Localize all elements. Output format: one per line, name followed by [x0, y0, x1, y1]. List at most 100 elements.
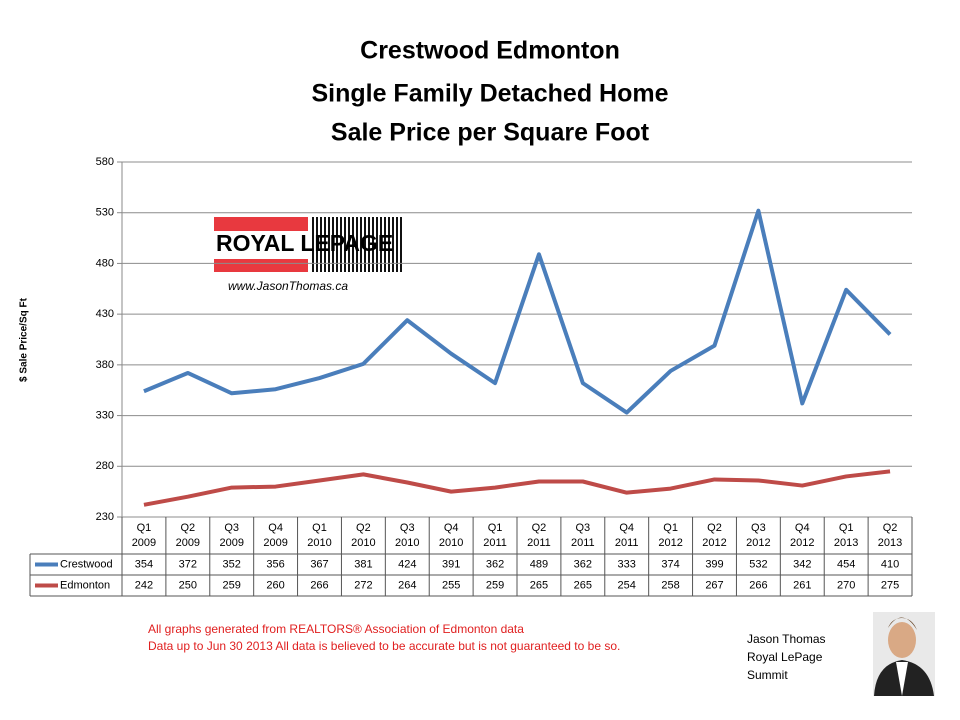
x-tick-label: Q4 2009	[263, 522, 288, 549]
logo-barcode	[312, 217, 402, 272]
logo-bar	[214, 259, 308, 272]
y-tick-label: 380	[96, 359, 114, 371]
table-value: 266	[310, 579, 328, 591]
x-tick-label: Q2 2011	[527, 522, 551, 549]
table-value: 250	[179, 579, 197, 591]
barcode-line	[316, 217, 318, 272]
table-value: 352	[223, 558, 241, 570]
series-line	[143, 208, 892, 415]
y-tick-label: 530	[96, 207, 114, 219]
table-value: 381	[354, 558, 372, 570]
barcode-line	[384, 217, 386, 272]
table-value: 270	[837, 579, 855, 591]
x-tick-label: Q1 2011	[483, 522, 507, 549]
barcode-line	[360, 217, 362, 272]
table-value: 255	[442, 579, 460, 591]
x-tick-label: Q4 2011	[614, 522, 639, 549]
legend-label: Crestwood	[60, 558, 113, 570]
table-value: 362	[574, 558, 592, 570]
x-tick-label: Q3 2012	[746, 522, 771, 549]
y-tick-label: 330	[96, 409, 114, 421]
x-tick-label: Q2 2009	[175, 522, 201, 549]
x-tick-label: Q1 2010	[307, 522, 332, 549]
barcode-line	[340, 217, 342, 272]
logo: ROYAL LEPAGE www.JasonThomas.ca	[214, 217, 402, 293]
x-tick-label: Q2 2010	[351, 522, 376, 549]
table-value: 266	[749, 579, 767, 591]
table-value: 261	[793, 579, 811, 591]
barcode-line	[372, 217, 374, 272]
y-tick-label: 580	[96, 156, 114, 168]
x-tick-label: Q1 2012	[658, 522, 683, 549]
table-value: 391	[442, 558, 460, 570]
table-value: 374	[661, 558, 679, 570]
barcode-line	[324, 217, 326, 272]
chart-title: Sale Price per Square Foot	[331, 119, 650, 147]
y-tick-label: 230	[96, 511, 114, 523]
table-value: 254	[618, 579, 636, 591]
chart-title: Single Family Detached Home	[311, 80, 668, 108]
barcode-line	[320, 217, 322, 272]
series-line	[143, 469, 891, 507]
table-value: 259	[223, 579, 241, 591]
table-value: 267	[705, 579, 723, 591]
table-value: 342	[793, 558, 811, 570]
y-axis-label: $ Sale Price/Sq Ft	[19, 297, 30, 382]
y-tick-label: 430	[96, 308, 114, 320]
barcode-line	[348, 217, 350, 272]
table-value: 275	[881, 579, 899, 591]
table-value: 362	[486, 558, 504, 570]
table-value: 354	[135, 558, 153, 570]
footnote: All graphs generated from REALTORS® Asso…	[148, 622, 524, 636]
barcode-line	[396, 217, 398, 272]
barcode-line	[336, 217, 338, 272]
y-tick-label: 480	[96, 257, 114, 269]
signature: Summit	[747, 668, 788, 682]
table-value: 272	[354, 579, 372, 591]
barcode-line	[368, 217, 370, 272]
logo-brand: ROYAL LEPAGE	[216, 230, 393, 256]
x-tick-label: Q1 2013	[833, 522, 859, 549]
x-tick-label: Q3 2009	[219, 522, 244, 549]
chart-title: Crestwood Edmonton	[360, 37, 620, 65]
table-value: 265	[530, 579, 548, 591]
footnote: Data up to Jun 30 2013 All data is belie…	[148, 639, 621, 653]
x-tick-label: Q4 2012	[790, 522, 815, 549]
photo-hair	[888, 617, 917, 630]
x-tick-label: Q2 2012	[702, 522, 727, 549]
barcode-line	[376, 217, 378, 272]
x-tick-label: Q3 2010	[395, 522, 420, 549]
x-tick-label: Q3 2011	[571, 522, 595, 549]
table-value: 265	[574, 579, 592, 591]
barcode-line	[380, 217, 382, 272]
table-value: 424	[398, 558, 416, 570]
photo-shirt	[896, 662, 908, 696]
table-value: 260	[266, 579, 284, 591]
table-value: 489	[530, 558, 548, 570]
x-tick-label: Q2 2013	[877, 522, 903, 549]
photo	[873, 612, 935, 696]
table-value: 264	[398, 579, 416, 591]
table-value: 372	[179, 558, 197, 570]
table-value: 258	[661, 579, 679, 591]
barcode-line	[352, 217, 354, 272]
barcode-line	[364, 217, 366, 272]
table-value: 399	[705, 558, 723, 570]
barcode-line	[388, 217, 390, 272]
signature: Royal LePage	[747, 650, 823, 664]
y-tick-label: 280	[96, 460, 114, 472]
barcode-line	[328, 217, 330, 272]
x-tick-label: Q1 2009	[131, 522, 157, 549]
x-tick-label: Q4 2010	[438, 522, 464, 549]
logo-url: www.JasonThomas.ca	[228, 279, 348, 293]
table-value: 333	[618, 558, 636, 570]
legend-label: Edmonton	[60, 579, 110, 591]
photo-face	[888, 622, 916, 658]
barcode-line	[356, 217, 358, 272]
barcode-line	[400, 217, 402, 272]
table-value: 356	[266, 558, 284, 570]
barcode-line	[332, 217, 334, 272]
table-value: 454	[837, 558, 855, 570]
